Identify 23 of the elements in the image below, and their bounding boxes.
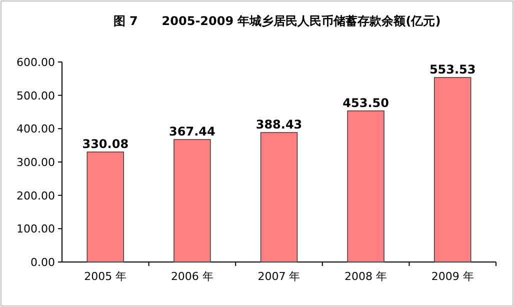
y-tick-label: 100.00 [16, 222, 55, 236]
x-tick-label: 2008 年 [344, 270, 388, 283]
bar [347, 110, 384, 262]
data-label: 330.08 [82, 136, 129, 151]
y-tick-label: 200.00 [16, 189, 55, 202]
y-tick-label: 0.00 [30, 256, 55, 269]
y-tick-label: 600.00 [16, 56, 55, 69]
x-tick-label: 2007 年 [258, 270, 300, 283]
bar [174, 139, 211, 262]
y-tick-label: 300.00 [16, 156, 55, 169]
data-label: 553.53 [429, 62, 476, 76]
bar [260, 132, 298, 262]
chart-title: 图 7 2005-2009 年城乡居民人民币储蓄存款余额(亿元) [113, 14, 441, 28]
y-tick-label: 500.00 [16, 89, 55, 102]
bar [86, 152, 124, 262]
y-tick-label: 400.00 [16, 122, 55, 136]
x-tick-label: 2005 年 [84, 270, 127, 283]
data-label: 453.50 [342, 96, 389, 110]
x-tick-label: 2006 年 [170, 270, 214, 283]
x-tick-label: 2009 年 [431, 270, 474, 283]
bar [434, 77, 472, 262]
data-label: 367.44 [169, 124, 216, 139]
data-label: 388.43 [256, 118, 302, 132]
